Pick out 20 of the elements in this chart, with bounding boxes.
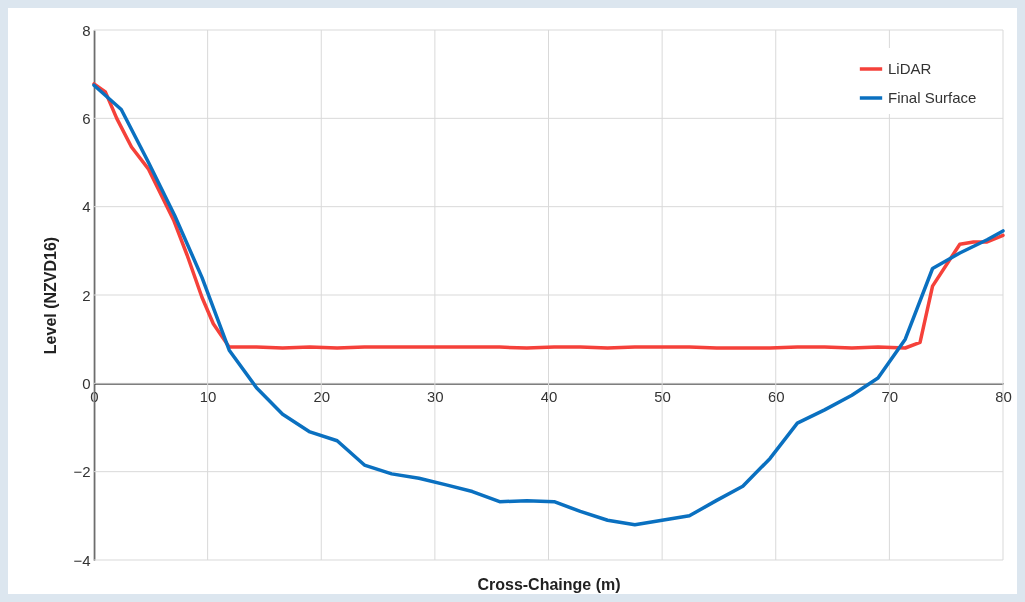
line-series (92, 82, 1005, 350)
x-tick-label: 30 (427, 387, 444, 405)
x-tick-label: 50 (654, 387, 671, 405)
y-tick-label: 4 (82, 198, 91, 216)
x-tick-label: 70 (881, 387, 899, 405)
x-axis-title: Cross-Chainge (m) (477, 575, 621, 593)
x-tick-label: 20 (313, 387, 331, 405)
y-tick-label: −4 (73, 551, 91, 569)
y-tick-label: 2 (82, 286, 91, 304)
x-tick-label: 60 (767, 387, 785, 405)
legend-label: Final Surface (888, 89, 977, 106)
y-tick-label: 8 (82, 21, 91, 39)
x-tick-label: 10 (199, 387, 217, 405)
x-tick-label: 40 (540, 387, 558, 405)
y-tick-label: −2 (73, 463, 91, 481)
x-tick-label: 80 (995, 387, 1012, 405)
legend-label: LiDAR (888, 60, 932, 77)
y-axis-title: Level (NZVD16) (42, 236, 60, 355)
y-tick-label: 6 (82, 109, 91, 127)
y-tick-label: 0 (82, 374, 91, 392)
